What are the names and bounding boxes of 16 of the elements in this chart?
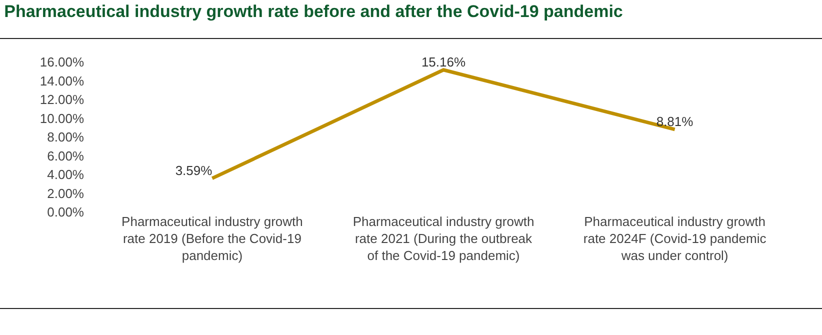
data-label: 3.59% [175, 163, 213, 178]
y-tick-label: 4.00% [47, 167, 84, 182]
chart-title: Pharmaceutical industry growth rate before and after the Covid-19 pandemic [4, 2, 623, 21]
y-tick-label: 10.00% [40, 110, 84, 126]
data-label: 8.81% [656, 114, 694, 130]
y-tick-label: 14.00% [40, 73, 84, 88]
data-label: 15.16% [421, 54, 466, 70]
x-tick-label: Pharmaceutical industry growth rate 2024F (Covid-19 pandemic was under control) [583, 214, 767, 263]
x-tick-label: Pharmaceutical industry growth rate 2021 (During the outbreak of the Covid-19 pandemic) [352, 214, 534, 263]
x-tick-label: Pharmaceutical industry growth rate 2019 (Before the Covid-19 pandemic) [122, 214, 303, 263]
y-tick-label: 12.00% [40, 92, 84, 108]
y-tick-label: 8.00% [47, 130, 84, 145]
y-tick-label: 0.00% [47, 204, 84, 220]
y-tick-label: 16.00% [40, 54, 84, 70]
y-tick-label: 6.00% [47, 148, 84, 164]
y-tick-label: 2.00% [47, 186, 84, 201]
